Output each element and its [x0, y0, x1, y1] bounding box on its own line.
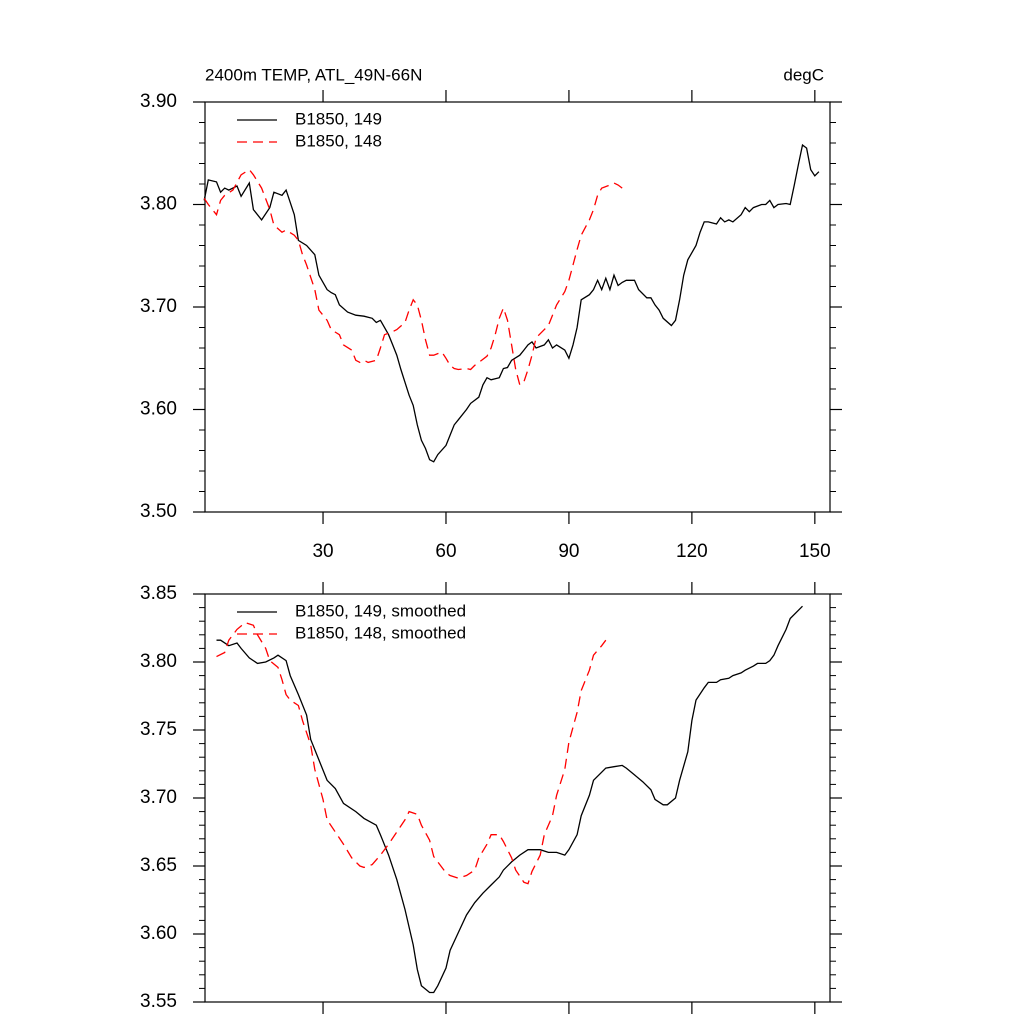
legend-label: B1850, 149, smoothed — [295, 601, 466, 620]
y-tick-label: 3.80 — [140, 194, 177, 215]
y-tick-label: 3.85 — [140, 583, 177, 604]
series-line — [203, 168, 623, 387]
legend-label: B1850, 149 — [295, 109, 382, 128]
plot-frame — [204, 101, 831, 513]
y-tick-label: 3.70 — [140, 787, 177, 808]
x-tick-label: 150 — [799, 541, 831, 562]
x-tick-label: 60 — [435, 541, 456, 562]
y-tick-label: 3.80 — [140, 651, 177, 672]
chart-title: 2400m TEMP, ATL_49N-66N — [205, 65, 422, 84]
y-tick-label: 3.65 — [140, 855, 177, 876]
series-line — [216, 605, 803, 994]
legend-label: B1850, 148 — [295, 131, 382, 150]
units-label: degC — [783, 65, 824, 84]
x-tick-label: 30 — [312, 541, 333, 562]
y-tick-label: 3.70 — [140, 296, 177, 317]
y-tick-label: 3.90 — [140, 91, 177, 112]
plot-frame — [204, 593, 831, 1003]
y-tick-label: 3.50 — [140, 501, 177, 522]
x-tick-label: 120 — [676, 541, 708, 562]
y-tick-label: 3.60 — [140, 923, 177, 944]
legend-label: B1850, 148, smoothed — [295, 623, 466, 642]
y-tick-label: 3.75 — [140, 719, 177, 740]
series-line — [216, 621, 607, 885]
x-tick-label: 90 — [558, 541, 579, 562]
series-line — [203, 143, 820, 463]
y-tick-label: 3.60 — [140, 399, 177, 420]
y-tick-label: 3.55 — [140, 991, 177, 1012]
